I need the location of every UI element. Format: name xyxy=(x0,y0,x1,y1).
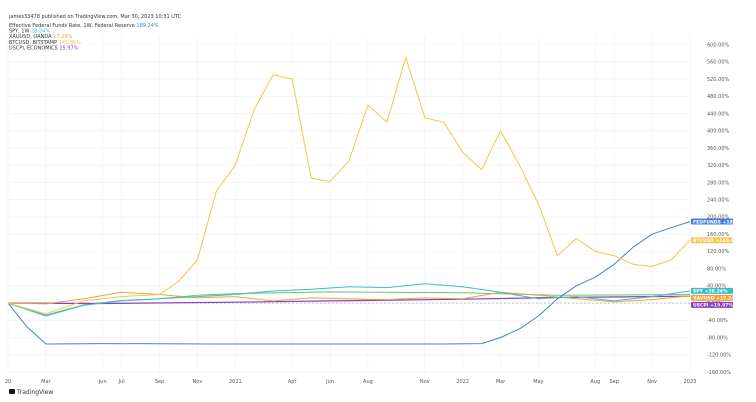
y-tick-label: 40.00% xyxy=(707,284,726,290)
brand-text: TradingView xyxy=(16,389,53,396)
y-tick-label: 440.00% xyxy=(707,111,729,117)
y-tick-label: 360.00% xyxy=(707,146,729,152)
y-tick-label: -160.00% xyxy=(707,370,731,376)
legend-entry-btcusd[interactable]: BTCUSD, BITSTAMP 145.86% xyxy=(9,40,81,46)
x-tick-label: Jul xyxy=(118,379,125,385)
x-axis: 20 Mar Jun Jul Sep Nov 2021 Apr Jun Aug Nov 2022 Mar… xyxy=(5,379,697,385)
legend-value: 145.86% xyxy=(59,40,81,46)
badge-label: USCPI +15.97% xyxy=(693,303,733,309)
series-line-spy xyxy=(7,283,691,317)
legend-entry-fedfunds[interactable]: Effective Federal Funds Rate, 1W, Federa… xyxy=(9,23,159,29)
x-tick-label: Sep xyxy=(610,379,619,385)
x-tick-label: May xyxy=(533,379,543,385)
y-tick-label: -40.00% xyxy=(707,318,728,324)
x-tick-label: Aug xyxy=(590,379,600,385)
badge-uscpi: USCPI +15.97% xyxy=(691,301,733,309)
x-tick-label: Nov xyxy=(420,379,430,385)
tradingview-logo[interactable]: TradingView xyxy=(9,389,53,396)
y-tick-label: 400.00% xyxy=(707,129,729,135)
x-tick-label: Mar xyxy=(496,379,506,385)
badge-label: XAUUSD +17.24% xyxy=(693,296,740,302)
legend-value: 17.24% xyxy=(53,34,72,40)
y-tick-label: -80.00% xyxy=(707,335,728,341)
y-tick-label: 80.00% xyxy=(707,266,726,272)
x-tick-label: Aug xyxy=(363,379,373,385)
y-tick-label: 240.00% xyxy=(707,197,729,203)
y-tick-label: -120.00% xyxy=(707,353,731,359)
y-tick-label: 320.00% xyxy=(707,163,729,169)
published-header: james33478 published on TradingView.com,… xyxy=(8,14,182,20)
legend-value: 189.24% xyxy=(136,23,158,29)
badge-btcusd: BTCUSD +145.86% xyxy=(691,237,742,244)
badge-spy: SPY +28.24% xyxy=(691,287,733,295)
y-tick-label: 560.00% xyxy=(707,60,729,66)
badge-label: SPY +28.24% xyxy=(693,289,728,295)
logo-mark-icon xyxy=(9,389,15,394)
series-line-xauusd xyxy=(7,291,691,305)
x-tick-label: Sep xyxy=(155,379,164,385)
y-tick-label: 600.00% xyxy=(707,42,729,48)
legend: Effective Federal Funds Rate, 1W, Federa… xyxy=(9,23,159,51)
y-axis: 600.00% 560.00% 520.00% 480.00% 440.00% 400.0… xyxy=(707,42,731,375)
legend-entry-xauusd[interactable]: XAUUSD, OANDA 17.24% xyxy=(9,34,72,40)
series-lines xyxy=(7,57,691,345)
x-tick-label: Nov xyxy=(647,379,657,385)
legend-value: 28.24% xyxy=(31,29,50,35)
legend-entry-spy[interactable]: SPY, 1W 28.24% xyxy=(9,29,50,35)
legend-entry-uscpi[interactable]: USCPI, ECONOMICS 15.97% xyxy=(9,45,79,51)
x-tick-label: 2022 xyxy=(456,379,469,385)
price-badges: FEDFUNDS +189.24% BTCUSD +145.86% SPY +28.… xyxy=(691,218,749,309)
x-tick-label: Apr xyxy=(288,379,298,385)
x-tick-label: Jun xyxy=(98,379,107,385)
badge-xauusd: XAUUSD +17.24% xyxy=(691,294,740,302)
x-tick-label: 2021 xyxy=(229,379,242,385)
x-tick-label: Mar xyxy=(41,379,51,385)
y-tick-label: 480.00% xyxy=(707,94,729,100)
badge-label: BTCUSD +145.86% xyxy=(693,238,742,244)
y-tick-label: 520.00% xyxy=(707,77,729,83)
series-line-btcusd xyxy=(7,57,691,315)
grid xyxy=(7,36,691,373)
badge-fedfunds: FEDFUNDS +189.24% xyxy=(691,218,749,225)
x-tick-label: 2023 xyxy=(684,379,697,385)
series-line-fedfunds xyxy=(7,221,691,345)
y-tick-label: 160.00% xyxy=(707,232,729,238)
y-tick-label: 120.00% xyxy=(707,249,729,255)
y-tick-label: 280.00% xyxy=(707,180,729,186)
x-tick-label: Jun xyxy=(325,379,334,385)
legend-value: 15.97% xyxy=(59,45,78,51)
y-tick-label: 200.00% xyxy=(707,215,729,221)
badge-label: FEDFUNDS +189.24% xyxy=(693,219,749,225)
x-tick-label: Nov xyxy=(193,379,203,385)
x-tick-label: 20 xyxy=(5,379,11,385)
